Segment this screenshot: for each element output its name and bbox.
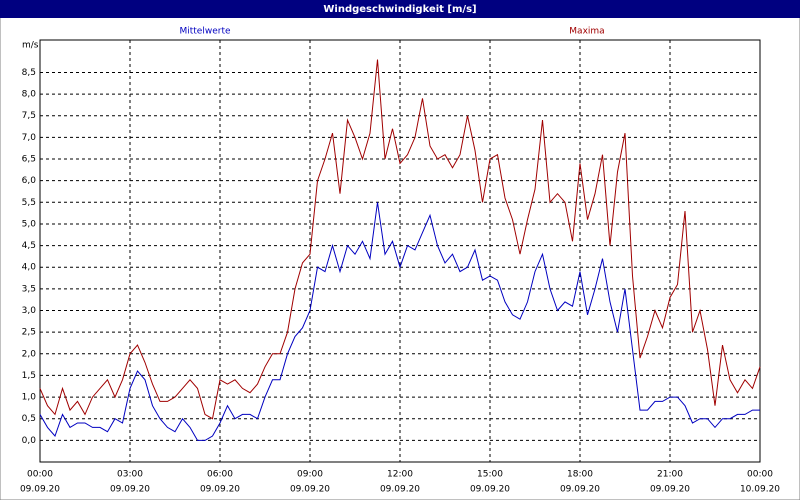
y-tick-label: 4,0: [22, 263, 37, 273]
y-tick-label: 8,5: [22, 68, 36, 78]
y-tick-label: 3,5: [22, 284, 36, 294]
x-tick-date: 10.09.20: [740, 485, 780, 495]
x-tick-label: 03:00: [117, 470, 143, 480]
y-tick-label: 4,5: [22, 241, 36, 251]
y-tick-label: 6,0: [22, 176, 37, 186]
x-tick-date: 09.09.20: [20, 485, 60, 495]
x-tick-label: 15:00: [477, 470, 503, 480]
y-tick-label: 3,0: [22, 306, 37, 316]
y-tick-label: 1,0: [22, 393, 37, 403]
y-tick-label: 0,5: [22, 414, 36, 424]
x-tick-date: 09.09.20: [650, 485, 690, 495]
x-tick-label: 21:00: [657, 470, 683, 480]
x-tick-label: 12:00: [387, 470, 413, 480]
y-tick-label: 1,5: [22, 371, 36, 381]
legend-entry: Maxima: [569, 27, 604, 37]
y-unit: m/s: [22, 41, 39, 51]
x-tick-label: 06:00: [207, 470, 233, 480]
y-tick-label: 5,5: [22, 198, 36, 208]
y-tick-label: 2,0: [22, 349, 37, 359]
y-tick-label: 5,0: [22, 219, 37, 229]
x-tick-date: 09.09.20: [470, 485, 510, 495]
y-tick-label: 7,5: [22, 111, 36, 121]
x-tick-date: 09.09.20: [200, 485, 240, 495]
x-tick-date: 09.09.20: [110, 485, 150, 495]
x-tick-label: 00:00: [27, 470, 53, 480]
x-tick-date: 09.09.20: [380, 485, 420, 495]
x-tick-date: 09.09.20: [560, 485, 600, 495]
chart-title: Windgeschwindigkeit [m/s]: [323, 4, 476, 15]
legend-entry: Mittelwerte: [179, 27, 230, 37]
series-line: [39, 59, 761, 420]
title-bar: [0, 0, 800, 18]
y-tick-label: 7,0: [22, 133, 37, 143]
y-tick-label: 6,5: [22, 155, 36, 165]
y-tick-label: 2,5: [22, 328, 36, 338]
x-tick-label: 18:00: [567, 470, 593, 480]
y-tick-label: 0,0: [22, 436, 37, 446]
x-tick-label: 00:00: [747, 470, 773, 480]
x-tick-label: 09:00: [297, 470, 323, 480]
y-tick-label: 8,0: [22, 90, 37, 100]
series-line: [39, 202, 760, 441]
x-tick-date: 09.09.20: [290, 485, 330, 495]
